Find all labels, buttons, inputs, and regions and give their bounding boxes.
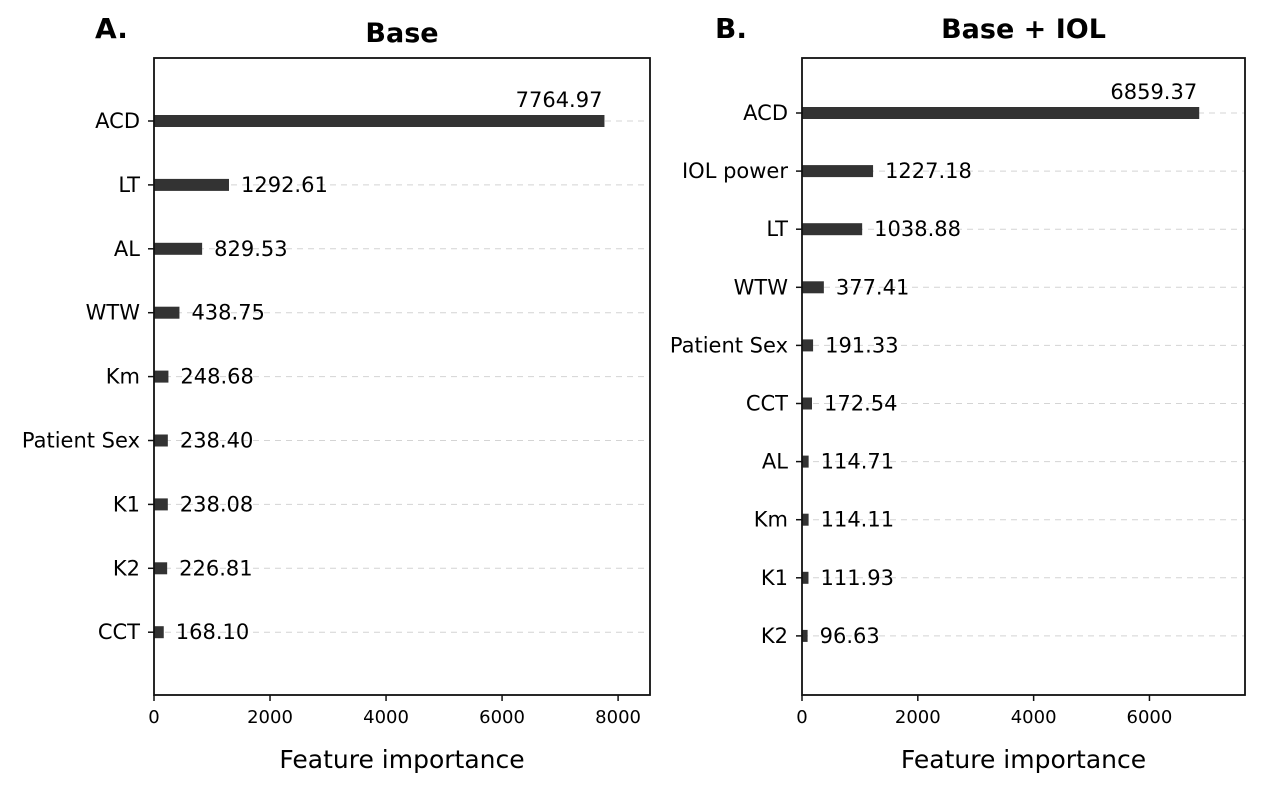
bar: [154, 370, 169, 383]
x-tick-label: 2000: [247, 707, 293, 728]
bar: [154, 498, 168, 511]
plot-frame: [153, 57, 651, 696]
bar: [802, 455, 809, 468]
y-tick-label: K1: [113, 492, 140, 516]
data-label: 377.41: [836, 275, 909, 299]
x-axis-label: Feature importance: [901, 745, 1146, 774]
panel-label: B.: [715, 12, 747, 45]
y-tick-label: K2: [113, 556, 140, 580]
chart-panel-b: B. Base + IOL ACD 6859.37 IOL power 1227.18 LT…: [670, 12, 1246, 774]
data-label: 1227.18: [885, 159, 972, 183]
data-label: 6859.37: [1110, 80, 1197, 104]
x-tick-label: 6000: [479, 707, 525, 728]
y-tick-label: CCT: [98, 620, 140, 644]
data-label: 7764.97: [516, 88, 603, 112]
data-label: 168.10: [176, 620, 249, 644]
bar: [154, 306, 180, 319]
x-tick-label: 4000: [363, 707, 409, 728]
chart-panel-a: A. Base ACD 7764.97 LT 1292.61 AL 829.53 WTW 438.…: [22, 12, 651, 774]
bar: [802, 165, 874, 178]
y-tick-label: K1: [761, 566, 788, 590]
y-tick-label: Patient Sex: [670, 333, 788, 357]
data-label: 114.71: [821, 450, 894, 474]
data-label: 1292.61: [241, 173, 328, 197]
x-tick-label: 6000: [1127, 707, 1173, 728]
data-label: 111.93: [820, 566, 893, 590]
data-label: 238.40: [180, 429, 253, 453]
bar: [154, 115, 605, 127]
bar: [802, 571, 809, 584]
data-label: 1038.88: [874, 217, 961, 241]
bar: [802, 397, 812, 410]
chart-title: Base + IOL: [941, 14, 1106, 45]
bar: [802, 629, 808, 642]
y-tick-label: ACD: [95, 109, 140, 133]
x-axis-label: Feature importance: [279, 745, 524, 774]
y-tick-label: WTW: [734, 275, 789, 299]
bar: [154, 626, 164, 639]
plot-frame: [801, 57, 1246, 696]
x-tick-label: 4000: [1011, 707, 1057, 728]
bar: [802, 281, 824, 294]
x-tick-label: 8000: [595, 707, 641, 728]
bar: [802, 107, 1200, 119]
y-tick-label: LT: [766, 217, 788, 241]
data-label: 829.53: [214, 237, 287, 261]
y-tick-label: ACD: [743, 101, 788, 125]
bar: [154, 434, 168, 447]
data-label: 226.81: [179, 556, 252, 580]
y-tick-label: LT: [118, 173, 140, 197]
y-tick-label: Km: [106, 365, 140, 389]
y-tick-label: CCT: [746, 392, 788, 416]
bar: [154, 242, 203, 255]
y-tick-label: AL: [114, 237, 140, 261]
bar: [802, 513, 809, 526]
bar: [802, 339, 814, 352]
chart-title: Base: [365, 18, 438, 49]
y-tick-label: IOL power: [682, 159, 788, 183]
x-tick-label: 0: [796, 707, 807, 728]
bar: [802, 223, 863, 236]
data-label: 172.54: [824, 392, 897, 416]
x-tick-label: 0: [148, 707, 159, 728]
data-label: 238.08: [180, 492, 253, 516]
y-tick-label: Patient Sex: [22, 429, 140, 453]
y-tick-label: AL: [762, 450, 788, 474]
y-tick-label: K2: [761, 624, 788, 648]
panel-label: A.: [95, 12, 128, 45]
data-label: 438.75: [191, 301, 264, 325]
y-tick-label: WTW: [86, 301, 141, 325]
bar: [154, 178, 229, 191]
data-label: 114.11: [821, 508, 894, 532]
x-tick-label: 2000: [895, 707, 941, 728]
y-tick-label: Km: [754, 508, 788, 532]
data-label: 96.63: [820, 624, 880, 648]
data-label: 191.33: [825, 333, 898, 357]
data-label: 248.68: [180, 365, 253, 389]
bar: [154, 562, 168, 575]
